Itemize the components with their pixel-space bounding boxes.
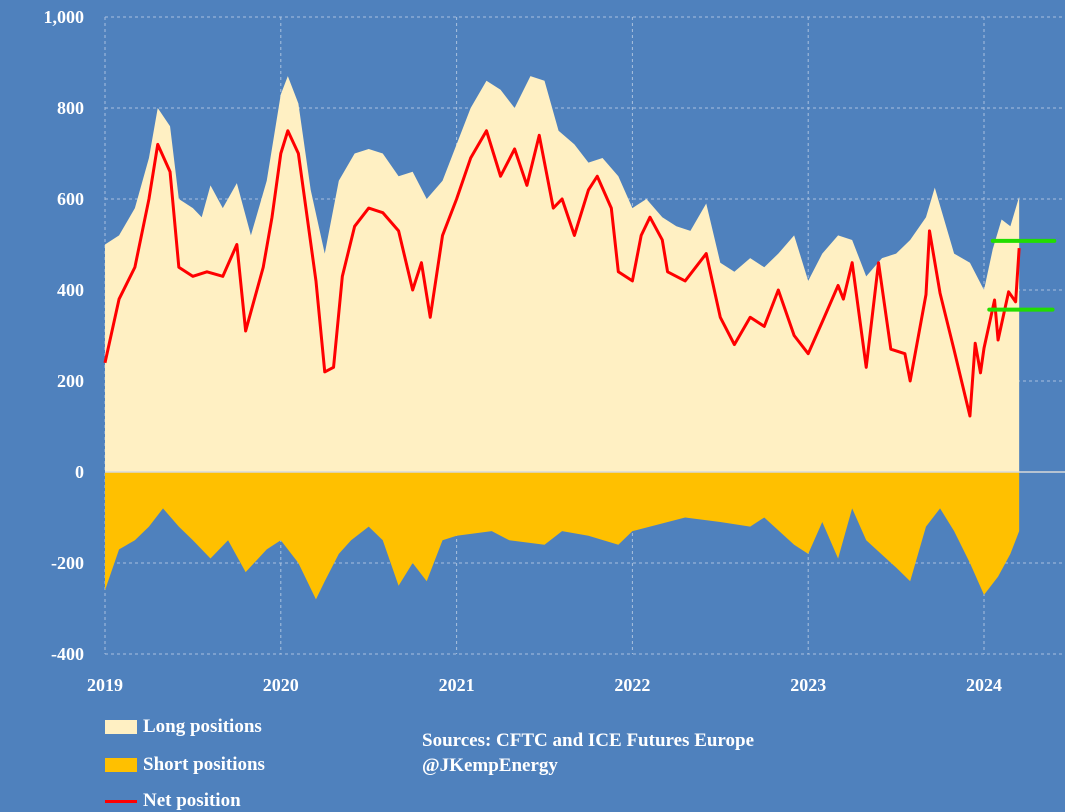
sources-note: Sources: CFTC and ICE Futures Europe @JK… <box>422 728 754 778</box>
short-positions-area <box>105 472 1020 600</box>
y-tick-label: -400 <box>51 644 84 664</box>
y-tick-label: 600 <box>57 189 84 209</box>
x-tick-label: 2024 <box>966 675 1002 695</box>
y-tick-label: 400 <box>57 280 84 300</box>
legend-label-long: Long positions <box>143 716 262 737</box>
y-tick-label: 1,000 <box>44 7 85 27</box>
x-tick-label: 2022 <box>614 675 650 695</box>
legend-long: Long positions <box>105 716 262 738</box>
y-tick-label: 200 <box>57 371 84 391</box>
legend-net: Net position <box>105 790 241 812</box>
net-position-line <box>103 129 1021 418</box>
y-tick-label: 800 <box>57 98 84 118</box>
long-positions-area <box>105 76 1020 473</box>
x-tick-label: 2021 <box>439 675 475 695</box>
x-tick-label: 2020 <box>263 675 299 695</box>
legend-swatch-short <box>105 758 137 772</box>
legend-swatch-long <box>105 720 137 734</box>
x-tick-label: 2019 <box>87 675 123 695</box>
y-tick-label: 0 <box>75 462 84 482</box>
legend-label-net: Net position <box>143 790 241 811</box>
legend-label-short: Short positions <box>143 754 265 775</box>
y-tick-label: -200 <box>51 553 84 573</box>
author-handle: @JKempEnergy <box>422 755 558 776</box>
sources-line: Sources: CFTC and ICE Futures Europe <box>422 730 755 751</box>
legend-short: Short positions <box>105 754 265 776</box>
legend-swatch-net <box>105 799 137 803</box>
x-tick-label: 2023 <box>790 675 826 695</box>
